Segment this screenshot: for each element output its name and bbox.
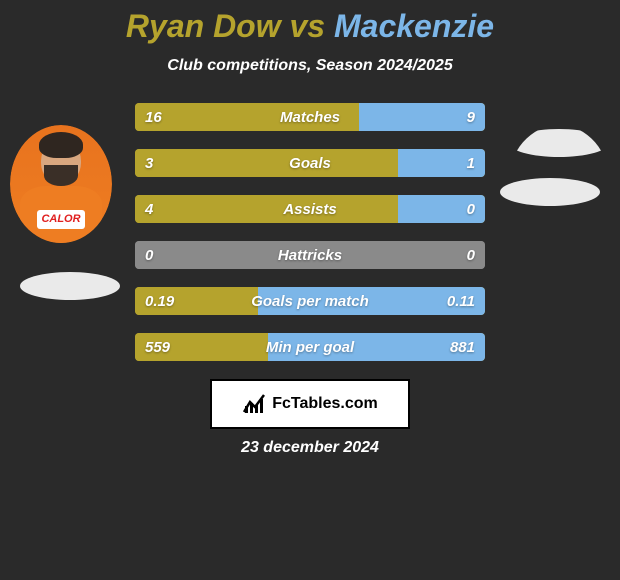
avatar-sponsor-badge: CALOR — [37, 210, 86, 229]
stat-value-right: 881 — [450, 333, 475, 361]
stat-value-right: 9 — [467, 103, 475, 131]
stat-value-left: 0.19 — [145, 287, 174, 315]
stat-label: Goals per match — [251, 287, 369, 315]
stat-label: Min per goal — [266, 333, 354, 361]
player1-shadow — [20, 272, 120, 300]
player2-name: Mackenzie — [334, 8, 494, 44]
brand-badge[interactable]: FcTables.com — [210, 379, 410, 429]
stat-row: 4 0 Assists — [135, 195, 485, 223]
brand-text: FcTables.com — [272, 395, 378, 413]
stat-value-left: 4 — [145, 195, 153, 223]
stat-value-left: 0 — [145, 241, 153, 269]
stat-value-right: 1 — [467, 149, 475, 177]
bar-segment-left — [135, 149, 398, 177]
comparison-infographic: Ryan Dow vs Mackenzie Club competitions,… — [0, 0, 620, 457]
bar-segment-left — [135, 195, 398, 223]
vs-separator: vs — [281, 8, 334, 44]
stats-bars: 16 9 Matches 3 1 Goals 4 0 Assists 0 0 Hattricks 0.1… — [135, 103, 485, 361]
player2-shadow — [500, 178, 600, 206]
stat-label: Matches — [280, 103, 340, 131]
page-title: Ryan Dow vs Mackenzie — [0, 8, 620, 45]
stat-row: 559 881 Min per goal — [135, 333, 485, 361]
stat-row: 3 1 Goals — [135, 149, 485, 177]
stat-row: 0.19 0.11 Goals per match — [135, 287, 485, 315]
subtitle: Club competitions, Season 2024/2025 — [0, 57, 620, 75]
footer-date: 23 december 2024 — [0, 439, 620, 457]
stat-value-left: 16 — [145, 103, 162, 131]
stat-label: Goals — [289, 149, 331, 177]
brand-chart-icon — [242, 392, 266, 416]
stat-value-right: 0.11 — [447, 287, 475, 315]
player1-avatar: CALOR — [10, 125, 112, 243]
stat-label: Hattricks — [278, 241, 342, 269]
stat-value-right: 0 — [467, 241, 475, 269]
stat-label: Assists — [283, 195, 336, 223]
stat-row: 16 9 Matches — [135, 103, 485, 131]
avatar-hair — [39, 132, 84, 158]
player2-avatar-placeholder — [509, 129, 609, 157]
player1-name: Ryan Dow — [126, 8, 281, 44]
stat-value-right: 0 — [467, 195, 475, 223]
stat-row: 0 0 Hattricks — [135, 241, 485, 269]
stat-value-left: 559 — [145, 333, 170, 361]
stat-value-left: 3 — [145, 149, 153, 177]
